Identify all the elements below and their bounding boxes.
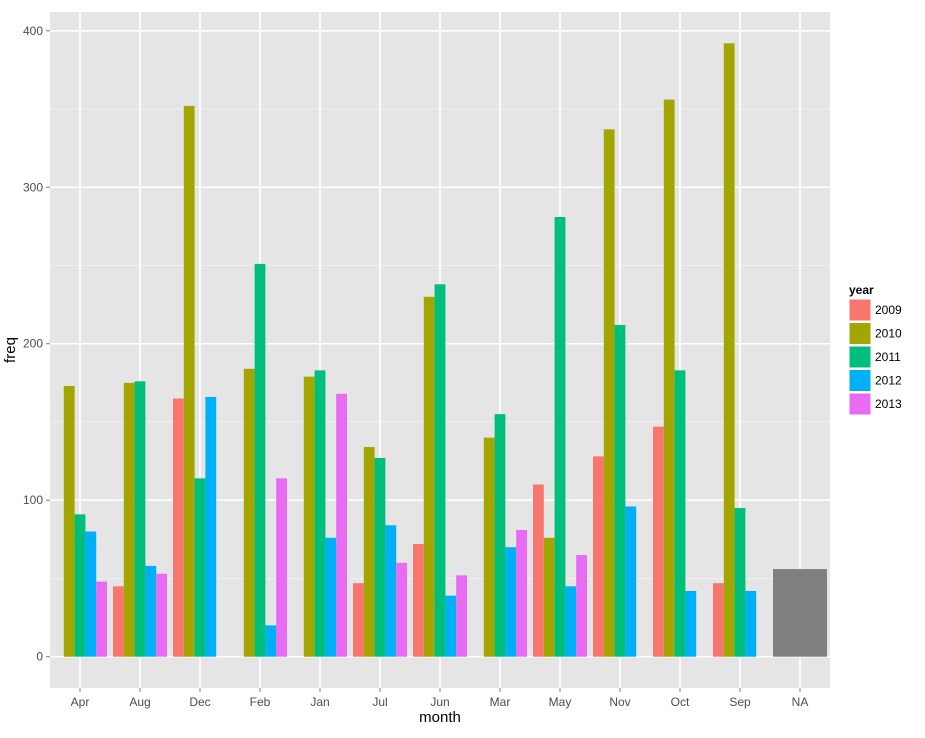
bar-Mar-2012	[505, 547, 517, 657]
legend-swatch-2009	[849, 299, 871, 321]
x-tick-label: Sep	[729, 695, 751, 709]
bar-Sep-2012	[745, 590, 757, 657]
y-axis-label: freq	[2, 337, 19, 363]
bar-Mar-2011	[494, 414, 506, 657]
legend-label-2012: 2012	[875, 374, 902, 388]
bar-Aug-2010	[123, 382, 135, 657]
bar-Feb-2011	[254, 263, 266, 657]
bar-Aug-2009	[113, 586, 124, 657]
bar-Nov-2012	[625, 506, 637, 657]
x-tick-label: Mar	[490, 695, 511, 709]
legend-label-2013: 2013	[875, 397, 902, 411]
y-tick-label: 300	[23, 180, 43, 194]
y-tick-label: 100	[23, 493, 43, 507]
bar-NA-na	[773, 569, 827, 657]
legend-swatch-2013	[849, 393, 871, 415]
bars	[63, 43, 827, 657]
bar-Dec-2009	[173, 398, 184, 657]
x-tick-label: Aug	[129, 695, 150, 709]
y-tick-label: 200	[23, 337, 43, 351]
bar-May-2009	[533, 484, 544, 657]
x-tick-label: May	[549, 695, 572, 709]
bar-Jul-2009	[353, 583, 364, 657]
bar-Sep-2011	[734, 508, 746, 657]
bar-Feb-2013	[276, 478, 287, 657]
bar-Sep-2010	[723, 43, 735, 657]
bar-May-2011	[554, 216, 566, 657]
bar-Apr-2013	[96, 581, 107, 657]
x-tick-label: Jan	[310, 695, 329, 709]
bar-Dec-2010	[183, 105, 195, 657]
bar-Oct-2009	[653, 426, 664, 657]
bar-Jun-2013	[456, 575, 467, 657]
bar-Nov-2010	[603, 129, 615, 657]
x-tick-label: Nov	[609, 695, 630, 709]
x-tick-label: Jun	[430, 695, 449, 709]
bar-Jan-2013	[336, 393, 347, 657]
bar-Apr-2011	[74, 514, 86, 657]
legend-swatch-2011	[849, 346, 871, 368]
legend-swatch-2012	[849, 370, 871, 391]
legend-label-2009: 2009	[875, 303, 902, 317]
x-tick-label: Feb	[250, 695, 271, 709]
bar-Jul-2012	[385, 525, 397, 657]
bar-May-2012	[565, 586, 577, 657]
bar-Aug-2012	[145, 565, 157, 657]
x-tick-label: NA	[792, 695, 809, 709]
bar-Dec-2011	[194, 478, 206, 657]
bar-May-2013	[576, 554, 587, 657]
x-axis: Apr Aug Dec Feb Jan Jul Jun Mar May Nov Oct Sep NA	[71, 688, 809, 709]
bar-Jul-2011	[374, 457, 386, 657]
y-axis: 0 100 200 300 400	[23, 24, 50, 664]
bar-Mar-2013	[516, 529, 527, 657]
legend-title: year	[849, 283, 874, 297]
bar-Jul-2013	[396, 562, 407, 657]
bar-Jun-2010	[423, 296, 435, 657]
bar-Oct-2010	[663, 99, 675, 657]
bar-Sep-2009	[713, 583, 724, 657]
bar-Jun-2011	[434, 284, 446, 657]
bar-Jan-2011	[314, 370, 326, 657]
bar-Jun-2012	[445, 595, 457, 657]
bar-May-2010	[543, 537, 555, 657]
bar-Oct-2012	[685, 590, 697, 657]
y-tick-label: 400	[23, 24, 43, 38]
bar-Feb-2010	[243, 368, 255, 657]
bar-Feb-2012	[265, 625, 277, 657]
legend-label-2010: 2010	[875, 327, 902, 341]
x-tick-label: Jul	[372, 695, 387, 709]
x-tick-label: Oct	[671, 695, 690, 709]
bar-Nov-2009	[593, 456, 604, 657]
bar-Mar-2010	[483, 437, 495, 657]
bar-Aug-2013	[156, 573, 167, 657]
x-tick-label: Apr	[71, 695, 90, 709]
bar-Apr-2012	[85, 531, 97, 657]
legend-swatch-2010	[849, 323, 871, 344]
bar-Jun-2009	[413, 544, 424, 657]
legend: year 2009 2010 2011 2012 2013	[848, 283, 902, 416]
bar-Nov-2011	[614, 324, 626, 657]
bar-Jan-2012	[325, 537, 337, 657]
x-tick-label: Dec	[189, 695, 210, 709]
bar-Oct-2011	[674, 370, 686, 657]
x-axis-label: month	[419, 709, 461, 726]
bar-Apr-2010	[63, 385, 75, 657]
bar-Aug-2011	[134, 381, 146, 657]
bar-Dec-2012	[205, 396, 217, 657]
y-tick-label: 0	[36, 650, 43, 664]
legend-label-2011: 2011	[875, 350, 901, 364]
bar-Jul-2010	[363, 447, 375, 657]
bar-Jan-2010	[303, 376, 315, 657]
